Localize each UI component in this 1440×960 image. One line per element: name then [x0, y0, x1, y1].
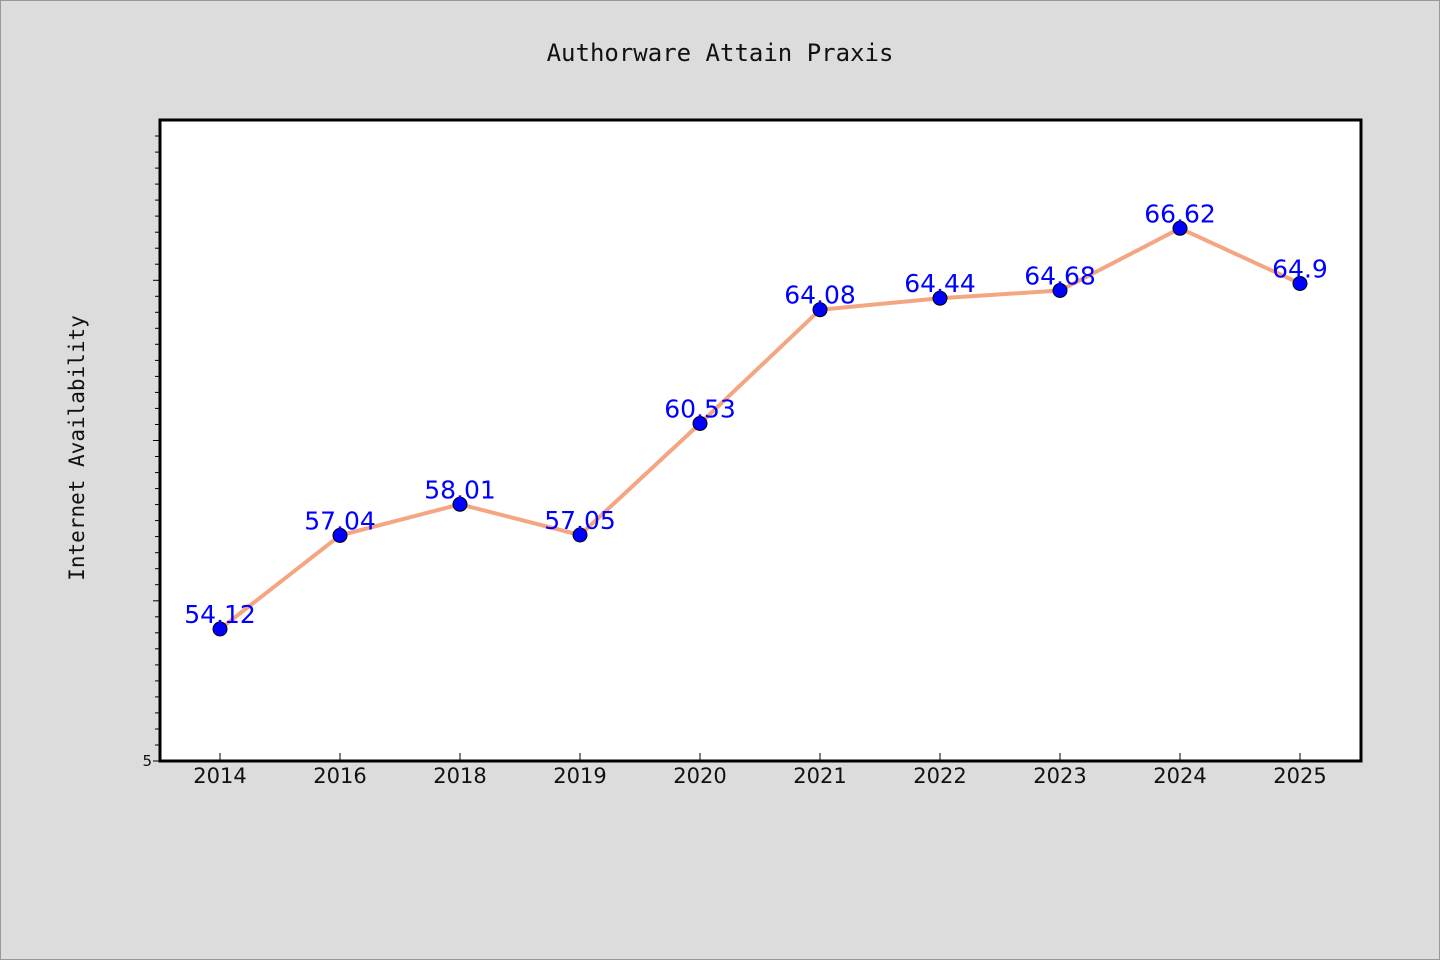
x-tick-label: 2014	[193, 764, 246, 788]
data-point	[812, 302, 828, 318]
data-point	[692, 416, 708, 431]
x-tick-label: 2025	[1273, 764, 1326, 788]
x-tick-label: 2022	[913, 764, 966, 788]
data-point	[452, 496, 468, 512]
data-label: 66.62	[1144, 199, 1216, 228]
data-label: 64.9	[1272, 255, 1328, 284]
data-labels-layer: 54.12 57.04 58.01 57.05 60.53 64.08 64.44 64.68…	[184, 199, 1328, 629]
data-label: 57.04	[304, 506, 376, 535]
y-tick-label: 5	[142, 752, 152, 770]
data-label: 58.01	[424, 475, 496, 504]
x-tick-label: 2016	[313, 764, 366, 788]
data-label: 60.53	[664, 395, 736, 424]
x-tick-label: 2023	[1033, 764, 1086, 788]
data-point	[1172, 220, 1188, 236]
data-point	[1292, 276, 1308, 291]
x-tick-label: 2020	[673, 764, 726, 788]
plot-area	[160, 120, 1361, 761]
data-point	[332, 527, 348, 543]
series-layer	[218, 226, 1302, 631]
chart-title: Authorware Attain Praxis	[547, 39, 894, 67]
data-label: 57.05	[544, 506, 616, 535]
x-axis-ticks: 2014 2016 2018 2019 2020 2021 2022 2023 2024 2025	[193, 753, 1327, 788]
x-tick-label: 2018	[433, 764, 486, 788]
markers-layer	[212, 220, 1308, 637]
y-axis-label: Internet Availability	[65, 315, 89, 581]
data-label: 54.12	[184, 600, 256, 629]
data-point	[1052, 283, 1068, 298]
series-line	[218, 226, 1302, 631]
plot-frame	[158, 118, 1363, 763]
data-point	[212, 621, 228, 637]
y-axis-ticks: 5	[142, 135, 160, 770]
x-tick-label: 2021	[793, 764, 846, 788]
x-tick-label: 2024	[1153, 764, 1206, 788]
data-point	[572, 527, 588, 543]
data-label: 64.44	[904, 269, 976, 298]
data-label: 64.68	[1024, 262, 1096, 291]
x-tick-label: 2019	[553, 764, 606, 788]
data-point	[932, 290, 948, 306]
data-label: 64.08	[784, 281, 856, 310]
